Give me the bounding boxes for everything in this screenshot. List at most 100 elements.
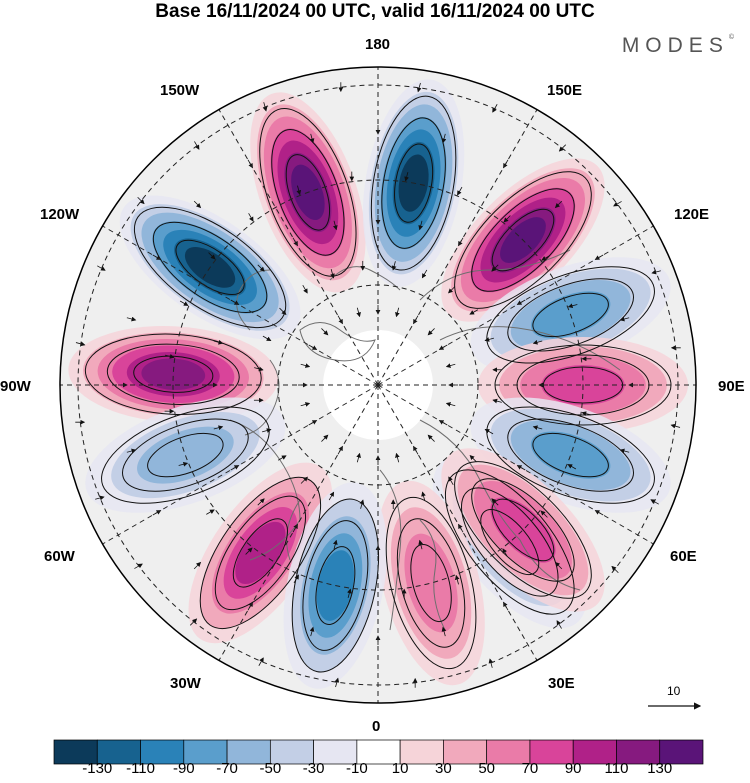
colorbar-tick-label: -50 [259,760,282,777]
meridian-line [377,384,538,661]
streamline [461,487,559,597]
lon-label-150e: 150E [547,82,583,99]
streamline-loop [444,469,575,615]
wind-arrow [421,491,426,502]
wind-arrow [126,448,137,454]
wind-arrow [279,307,287,315]
lon-label-30e: 30E [548,675,575,692]
meridian-line [218,109,379,386]
anomaly-cell [85,397,286,513]
streamline [370,95,457,271]
wind-arrow [421,269,428,279]
wind-arrow [567,303,578,309]
lon-label-120e: 120E [674,206,710,223]
streamline [285,154,331,231]
wind-arrow [491,498,499,506]
wind-arrow [469,309,479,315]
wind-arrow [347,588,352,599]
wind-arrow [502,548,508,557]
meridian-line [102,225,379,386]
streamline [133,206,287,329]
streamline-loop [133,206,287,329]
wind-arrow [619,448,630,454]
wind-arrow [332,539,338,550]
wind-arrow [651,269,661,275]
vector-scale-label: 10 [667,684,681,698]
wind-arrow [213,425,224,431]
modes-logo-text: MODES [621,34,729,57]
colorbar-tick-label: 50 [478,760,495,777]
wind-arrow [619,316,630,322]
wind-arrow [248,213,254,222]
colorbar-tick-label: -90 [172,760,195,777]
streamline [507,418,634,492]
wind-arrow [262,102,268,112]
wind-arrow [556,620,562,629]
streamline-loop [370,95,457,271]
wind-arrow [321,328,329,336]
meridian-line [377,225,654,386]
wind-arrow [332,220,338,231]
wind-arrow [448,286,456,294]
streamline [101,406,270,504]
streamline [454,461,592,599]
wind-arrow [334,677,340,688]
anomaly-contour [141,358,206,391]
colorbar-tick-label: 70 [521,760,539,777]
streamline [147,432,224,478]
wind-arrow [503,215,511,223]
colorbar-tick-label: -30 [302,760,325,777]
streamline [486,406,655,504]
streamline-loop [199,476,322,630]
wind-arrow [302,284,308,294]
streamline [175,239,245,295]
streamline-loop [454,171,592,309]
colorbar-tick-label: -70 [216,760,238,777]
wind-arrow [427,328,435,336]
wind-arrow [554,200,563,209]
wind-arrow [164,354,175,359]
polar-map [59,66,702,710]
wind-arrow [95,495,105,501]
colorbar-tick-label: 90 [564,760,582,777]
wind-arrow [418,220,424,231]
wind-arrow [532,339,543,345]
wind-arrow [137,196,145,205]
wind-arrow [492,104,498,113]
wind-arrow [300,402,311,407]
wind-arrow [257,498,265,506]
streamline [199,476,322,630]
wind-arrow [491,264,499,272]
streamline [152,221,268,314]
wind-arrow [257,264,265,272]
meridian-line [377,109,538,386]
wind-arrow [262,335,272,342]
wind-arrow [581,411,592,416]
streamline-loop [101,406,270,504]
colorbar-tick-label: -10 [346,760,368,777]
wind-arrow [261,428,272,433]
latitude-circle [172,179,584,591]
wind-arrow [454,574,460,585]
meridian-line [377,384,654,545]
streamline [507,278,634,352]
streamline [106,343,240,405]
wind-arrow [356,307,361,318]
streamline [471,188,575,292]
streamline [302,520,369,651]
wind-arrow [418,539,424,550]
wind-arrow [427,434,435,442]
wind-arrow [213,339,224,345]
streamline [84,333,262,415]
wind-arrow [134,563,143,569]
lon-label-120w: 120W [40,206,80,223]
streamline-loop [259,108,357,277]
wind-arrow [488,658,494,668]
wind-arrow [300,363,311,368]
anomaly-contour [530,431,611,479]
wind-arrow [321,434,329,442]
wind-arrow [126,316,137,322]
colorbar-tick-label: 110 [604,760,629,777]
wind-arrow [540,510,548,518]
wind-arrow [416,82,422,93]
